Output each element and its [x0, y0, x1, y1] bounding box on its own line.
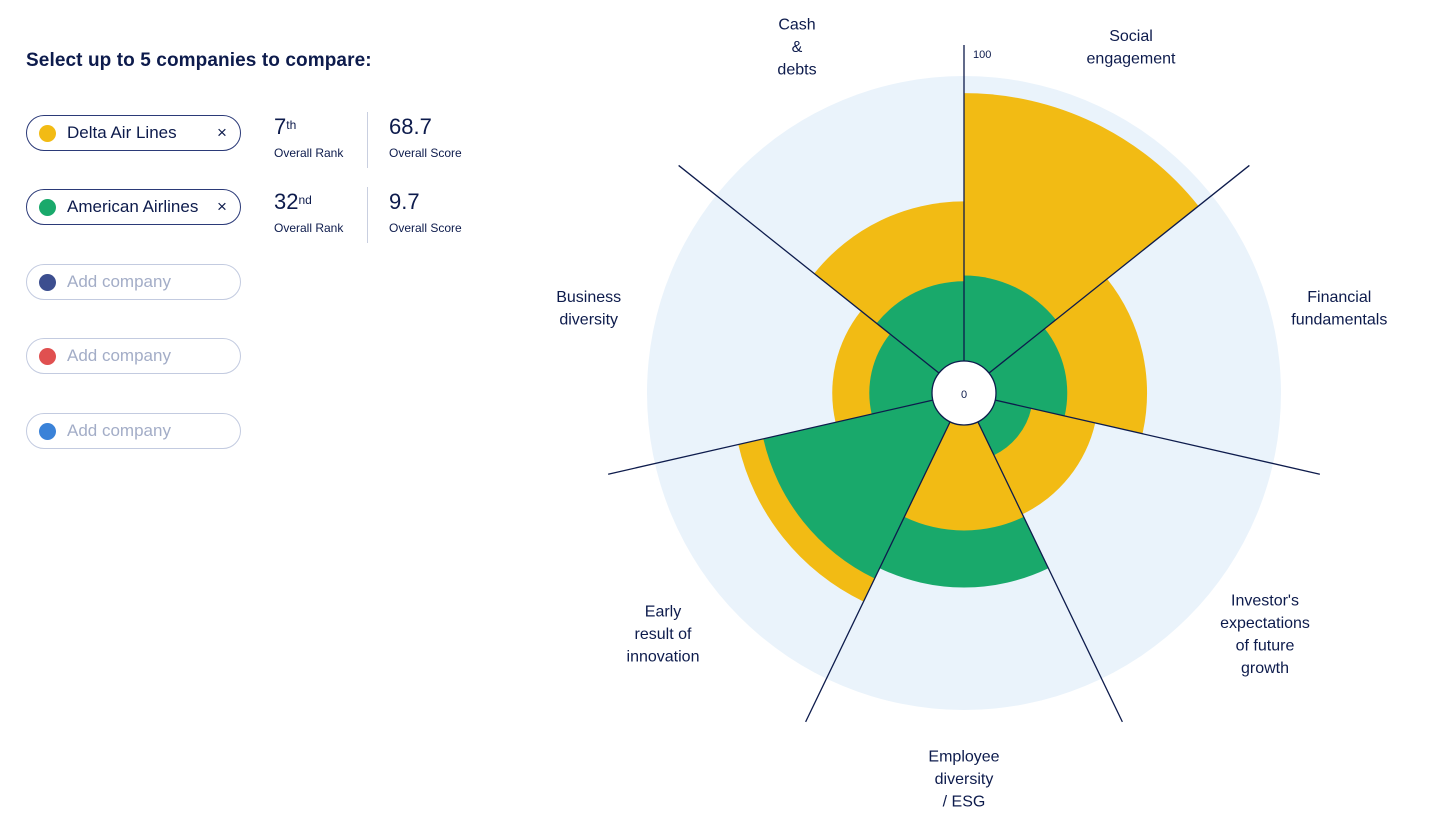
category-label-line: Cash: [778, 17, 815, 34]
category-label-line: Financial: [1307, 289, 1371, 306]
slot-color-dot: [39, 273, 56, 291]
category-label-line: diversity: [559, 312, 618, 329]
stat-divider: [367, 112, 368, 168]
tick-label-min: 0: [961, 389, 967, 401]
axis-line-3: [963, 392, 1320, 475]
bar-american-airlines-5: [763, 393, 964, 579]
slot-color-dot: [39, 347, 56, 365]
axis-line-2: [963, 164, 1250, 394]
page-title: Select up to 5 companies to compare:: [26, 50, 372, 71]
category-label-line: growth: [1241, 660, 1289, 677]
overall-rank: 7th Overall Rank: [274, 114, 343, 160]
remove-company-icon[interactable]: ×: [217, 197, 227, 216]
rank-number: 7: [274, 114, 287, 139]
category-label-line: debts: [777, 62, 816, 79]
company-color-dot: [39, 198, 56, 216]
add-company-input[interactable]: Add company: [26, 264, 241, 300]
axis-line-4: [963, 392, 1123, 723]
category-label-line: expectations: [1220, 615, 1310, 632]
rank-number: 32: [274, 189, 299, 214]
add-company-placeholder: Add company: [67, 272, 171, 291]
rank-suffix: th: [286, 118, 297, 132]
category-label-4: Employee diversity / ESG: [928, 749, 999, 811]
category-label-line: / ESG: [943, 794, 986, 811]
category-label-line: innovation: [627, 649, 700, 666]
rank-suffix: nd: [298, 193, 312, 207]
category-label-6: Business diversity: [556, 289, 621, 329]
add-company-input[interactable]: Add company: [26, 338, 241, 374]
company-stats-delta: 7th Overall Rank 68.7 Overall Score: [274, 112, 474, 170]
overall-score: 68.7 Overall Score: [389, 114, 462, 160]
category-label-line: Social: [1109, 28, 1153, 45]
rank-label: Overall Rank: [274, 146, 344, 160]
overall-score: 9.7 Overall Score: [389, 189, 462, 235]
company-pill-delta[interactable]: Delta Air Lines ×: [26, 115, 241, 151]
category-label-line: Employee: [928, 749, 999, 766]
category-label-2: Financial fundamentals: [1291, 289, 1387, 329]
chart-center-hole: [931, 360, 997, 426]
category-label-line: diversity: [935, 771, 994, 788]
bar-american-airlines-1: [964, 275, 1056, 393]
category-label-line: of future: [1236, 637, 1295, 654]
remove-company-icon[interactable]: ×: [217, 123, 227, 142]
score-label: Overall Score: [389, 221, 462, 235]
add-company-placeholder: Add company: [67, 421, 171, 440]
score-value: 9.7: [389, 189, 420, 214]
category-label-line: Investor's: [1231, 592, 1299, 609]
company-name: Delta Air Lines: [67, 123, 177, 142]
overall-rank: 32nd Overall Rank: [274, 189, 343, 235]
category-label-7: Cash & debts: [777, 17, 816, 79]
score-value: 68.7: [389, 114, 432, 139]
add-company-placeholder: Add company: [67, 346, 171, 365]
category-label-line: result of: [635, 626, 692, 643]
company-color-dot: [39, 124, 56, 142]
category-label-line: fundamentals: [1291, 312, 1387, 329]
score-label: Overall Score: [389, 146, 462, 160]
tick-label-max: 100: [973, 49, 991, 61]
category-label-5: Early result of innovation: [627, 604, 700, 666]
category-label-line: &: [792, 39, 803, 56]
company-pill-american[interactable]: American Airlines ×: [26, 189, 241, 225]
category-label-3: Investor's expectations of future growth: [1220, 592, 1310, 677]
add-company-input[interactable]: Add company: [26, 413, 241, 449]
category-label-line: engagement: [1087, 50, 1177, 67]
category-label-line: Early: [645, 604, 681, 621]
category-label-line: Business: [556, 289, 621, 306]
company-name: American Airlines: [67, 197, 199, 216]
bar-delta-air-lines-4: [904, 393, 1024, 531]
stat-divider: [367, 187, 368, 243]
axis-line-6: [608, 392, 965, 475]
bar-american-airlines-7: [876, 281, 964, 393]
category-label-1: Social engagement: [1087, 28, 1177, 68]
axis-line-5: [805, 392, 965, 723]
company-stats-american: 32nd Overall Rank 9.7 Overall Score: [274, 187, 474, 245]
rank-label: Overall Rank: [274, 221, 344, 235]
slot-color-dot: [39, 422, 56, 440]
axis-line-7: [678, 164, 965, 394]
